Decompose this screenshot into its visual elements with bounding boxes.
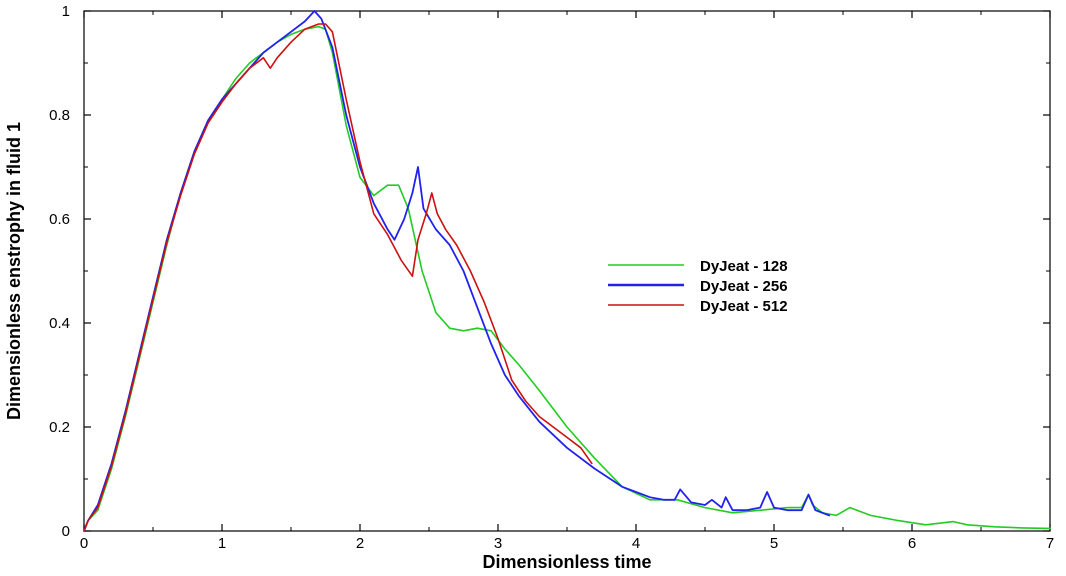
y-tick-label: 0.2	[49, 419, 70, 436]
x-tick-label: 4	[632, 535, 640, 552]
legend-label-128: DyJeat - 128	[700, 258, 788, 275]
x-tick-label: 7	[1046, 535, 1054, 552]
y-tick-label: 0	[62, 523, 70, 540]
series-lines	[83, 10, 1051, 532]
x-tick-label: 0	[80, 535, 88, 552]
series-line-dyjeat-256	[83, 10, 831, 532]
legend-label-512: DyJeat - 512	[700, 298, 788, 315]
x-axis-ticks: 0 1 2 3 4 5 6 7	[80, 11, 1054, 552]
y-axis-ticks: 0 0.2 0.4 0.6 0.8 1	[49, 3, 1050, 540]
y-tick-label: 0.4	[49, 315, 70, 332]
x-tick-label: 5	[770, 535, 778, 552]
series-line-dyjeat-512	[83, 23, 593, 532]
x-tick-label: 2	[356, 535, 364, 552]
legend-label-256: DyJeat - 256	[700, 278, 788, 295]
x-axis-title: Dimensionless time	[482, 552, 651, 572]
legend: DyJeat - 128 DyJeat - 256 DyJeat - 512	[608, 258, 788, 315]
x-tick-label: 1	[218, 535, 226, 552]
x-tick-label: 6	[908, 535, 916, 552]
series-line-dyjeat-128	[83, 25, 1051, 532]
y-tick-label: 1	[62, 3, 70, 20]
x-tick-label: 3	[494, 535, 502, 552]
y-tick-label: 0.8	[49, 107, 70, 124]
y-axis-title: Dimensionless enstrophy in fluid 1	[4, 122, 24, 420]
y-tick-label: 0.6	[49, 211, 70, 228]
